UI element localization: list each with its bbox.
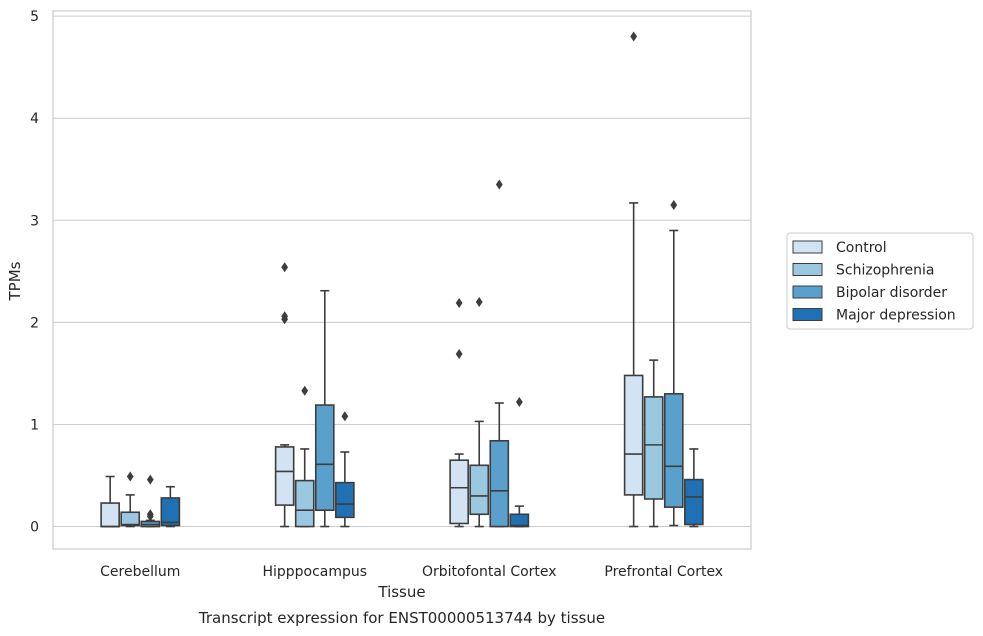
box-iqr [274,446,295,506]
legend-frame [786,232,974,330]
box-bipolar-disorder [663,199,684,527]
outlier-point [281,314,289,325]
legend-swatch [792,263,823,276]
box-control [100,475,120,528]
legend-swatch [792,240,823,254]
y-tick-label: 3 [30,213,39,229]
y-axis-ticks: 0 1 2 3 4 5 [30,9,39,535]
x-tick-label: Cerebellum [100,564,180,580]
outlier-point [455,297,463,308]
outlier-point [341,411,349,422]
outlier-point [146,511,154,522]
box-control [274,262,295,528]
outlier-point [495,179,503,190]
outlier-point [630,31,638,42]
legend-swatch [792,285,823,299]
box-iqr [449,459,469,525]
plot-frame [52,10,752,550]
box-iqr [160,497,181,527]
box-control [623,31,644,528]
box-control [449,297,469,528]
legend-label: Major depression [836,308,956,324]
y-tick-label: 2 [30,315,39,331]
box-iqr [684,478,704,526]
box-iqr [623,374,644,496]
y-tick-label: 0 [30,520,39,536]
y-tick-label: 1 [30,417,39,433]
legend-label: Bipolar disorder [836,285,947,301]
box-major-depression [684,448,704,528]
box-major-depression [160,485,181,528]
x-tick-label: Orbitofontal Cortex [422,564,557,580]
box-iqr [643,396,664,500]
box-iqr [489,439,510,528]
outlier-point [146,474,154,485]
box-major-depression [335,411,355,528]
x-tick-label: Hipppocampus [262,564,367,580]
legend-swatch [792,308,823,321]
outlier-point [515,396,523,407]
box-schizophrenia [469,296,490,528]
outlier-point [475,296,483,307]
outlier-point [670,199,678,210]
box-iqr [663,393,684,508]
box-iqr [294,479,315,528]
x-tick-label: Prefrontal Cortex [604,564,723,580]
legend-label: Schizophrenia [836,263,934,279]
outlier-point [455,349,463,360]
box-iqr [469,464,490,516]
box-iqr [335,481,355,519]
box-schizophrenia [643,359,664,528]
box-plot-series [100,31,704,528]
box-iqr [100,502,120,528]
y-axis-label: TPMs [6,261,24,301]
box-bipolar-disorder [489,179,510,528]
box-major-depression [509,396,530,528]
y-tick-label: 4 [30,111,39,127]
box-iqr [120,511,141,527]
legend-label: Control [836,240,887,256]
box-schizophrenia [120,471,141,528]
box-bipolar-disorder [140,474,161,528]
box-iqr [314,404,335,512]
box-iqr [509,513,530,528]
outlier-point [126,471,134,482]
chart-caption: Transcript expression for ENST0000051374… [198,609,605,627]
outlier-point [281,262,289,273]
box-schizophrenia [294,385,315,528]
x-axis-ticks: Cerebellum Hipppocampus Orbitofontal Corte… [100,564,723,580]
x-axis-label: Tissue [377,583,425,601]
y-tick-label: 5 [30,9,39,25]
box-bipolar-disorder [314,289,335,528]
outlier-point [301,385,309,396]
legend: Control Schizophrenia Bipolar disorder Majo… [786,232,974,330]
